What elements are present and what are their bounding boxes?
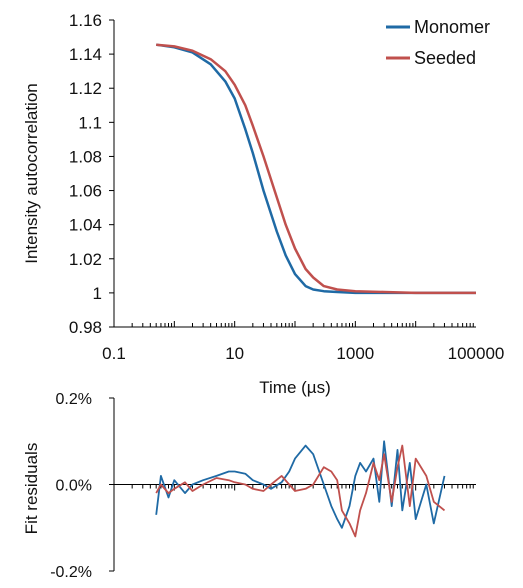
top-y-tick-label: 0.98 [69,318,102,337]
top-y-tick-label: 1.12 [69,79,102,98]
top-x-tick-label: 100000 [448,344,505,363]
y-axis-title: Intensity autocorrelation [22,83,41,264]
residuals-y-axis-title: Fit residuals [22,443,41,535]
top-x-tick-label: 10 [225,344,244,363]
residual-line-monomer [155,440,446,529]
bottom-y-tick-label: 0.2% [56,391,92,408]
legend: Monomer Seeded [386,17,490,68]
top-y-tick-label: 1.14 [69,45,102,64]
top-y-tick-label: 1.06 [69,182,102,201]
top-series-lines [156,43,476,295]
bottom-y-tick-label: 0.0% [56,478,92,495]
x-axis-title: Time (µs) [259,378,331,397]
legend-label-seeded: Seeded [414,48,476,68]
top-x-tick-label: 1000 [336,344,374,363]
top-y-axis-ticks: 0.98 1 1.02 1.04 1.06 1.08 1.1 1.12 1.14 1.16 [69,11,114,337]
top-x-axis-ticks: 0.1 10 1000 100000 [102,321,504,363]
residuals-chart: 0.2% 0.0% -0.2% Fit residuals [22,391,476,581]
bottom-y-tick-label: -0.2% [50,564,92,581]
legend-label-monomer: Monomer [414,17,490,37]
residual-line-seeded [155,444,446,538]
top-y-tick-label: 1.16 [69,11,102,30]
top-y-tick-label: 1.04 [69,216,102,235]
top-y-tick-label: 1.1 [78,113,102,132]
bottom-y-axis-ticks: 0.2% 0.0% -0.2% [50,391,114,581]
top-y-tick-label: 1.02 [69,250,102,269]
top-y-tick-label: 1.08 [69,147,102,166]
autocorrelation-chart: 0.98 1 1.02 1.04 1.06 1.08 1.1 1.12 1.14 1.16 0.1… [22,11,504,397]
series-line-seeded [156,43,476,295]
top-x-tick-label: 0.1 [102,344,126,363]
top-y-tick-label: 1 [93,284,102,303]
bottom-series-lines [155,440,446,538]
series-line-monomer [156,43,476,295]
